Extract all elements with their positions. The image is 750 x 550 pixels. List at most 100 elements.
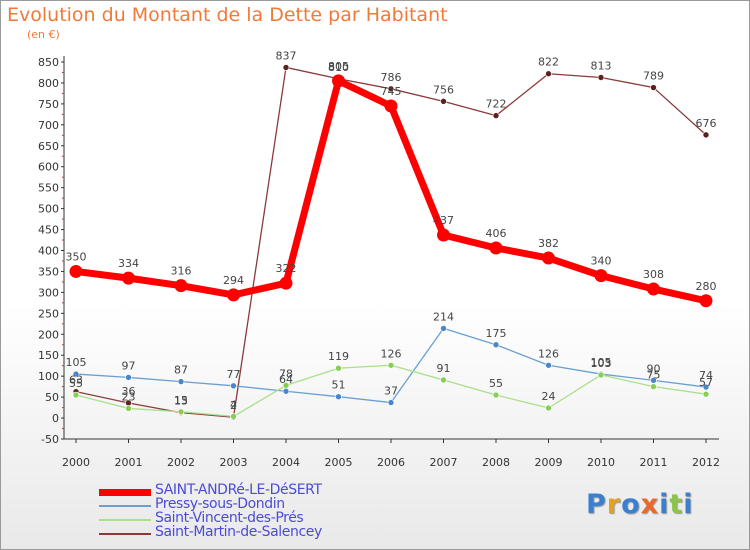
data-label: 813 [591,59,612,72]
legend-swatch [99,488,151,496]
data-label: 316 [171,265,192,278]
y-tick-label: 350 [38,265,59,278]
data-point [699,294,713,308]
proxiti-logo: Proxiti [586,489,694,520]
y-tick-label: 550 [38,182,59,195]
data-label: 437 [433,214,454,227]
data-point [69,264,83,278]
data-point [177,408,185,416]
data-point [122,271,135,285]
data-label: 722 [486,98,507,111]
data-label: 55 [489,377,503,390]
data-point [282,64,290,71]
chart-title: Evolution du Montant de la Dette par Hab… [7,4,448,26]
data-label: 789 [643,70,664,83]
data-point [492,391,500,399]
data-label: 74 [699,369,713,382]
data-point [545,361,552,369]
y-tick-label: 50 [45,391,59,404]
data-label: 97 [122,359,136,372]
x-tick-label: 2011 [640,456,668,469]
logo-letter: x [640,489,660,520]
data-point [647,282,660,296]
data-label: 334 [118,257,139,270]
data-point [542,251,555,265]
data-point [282,387,290,395]
y-tick-label: 750 [38,98,59,111]
data-label: 350 [66,250,87,263]
data-point [282,382,290,389]
data-label: 745 [381,85,402,98]
x-tick-label: 2007 [430,456,458,469]
data-label: 64 [279,373,293,386]
data-point [440,376,447,384]
data-point [702,131,710,139]
data-point [387,361,395,369]
data-point [230,382,237,390]
data-point [177,378,185,385]
legend-label: Saint-Martin-de-Salencey [155,524,322,540]
x-tick-label: 2004 [272,456,300,469]
data-label: 13 [174,395,188,408]
legend-label: Saint-Vincent-des-Prés [155,510,304,526]
y-tick-label: 850 [38,56,59,69]
logo-letter: t [669,489,684,520]
data-point [387,399,395,406]
data-label: 756 [433,83,454,96]
x-tick-label: 2008 [482,456,510,469]
data-label: 105 [66,356,87,369]
data-label: 294 [223,274,244,287]
data-point [174,279,188,293]
data-point [387,85,395,93]
y-tick-label: 100 [38,370,59,383]
data-label: 786 [381,71,402,84]
legend-label: Pressy-sous-Dondin [155,496,285,512]
data-label: 90 [647,362,661,375]
data-point [650,84,657,91]
legend-swatch [99,519,151,521]
data-label: 63 [69,374,83,387]
y-tick-label: 200 [38,328,59,341]
data-label: 75 [647,369,661,382]
data-label: 57 [699,376,713,389]
data-point [227,288,240,302]
data-label: 214 [433,310,454,323]
x-tick-label: 2003 [220,456,248,469]
data-label: 91 [437,362,451,375]
y-tick-label: 150 [38,349,59,362]
data-label: 805 [328,60,349,73]
data-label: 676 [696,117,717,130]
data-label: 23 [122,390,136,403]
y-tick-label: 700 [38,119,59,132]
data-label: 126 [538,347,559,360]
data-point [440,325,447,332]
x-tick-label: 2000 [62,456,90,469]
data-point [489,241,503,255]
data-label: 126 [381,347,402,360]
data-point [650,383,657,390]
data-label: 2 [230,399,237,412]
data-point [279,276,293,290]
x-tick-label: 2012 [692,456,720,469]
data-label: 36 [122,385,136,398]
x-tick-label: 2005 [325,456,353,469]
data-point [492,341,500,349]
data-label: 78 [279,367,293,380]
y-tick-label: 250 [38,307,59,320]
series-lines [69,64,713,421]
data-point [545,404,552,412]
data-point [594,269,608,283]
data-label: 280 [696,280,717,293]
data-label: 24 [542,390,556,403]
logo-letter: i [659,489,670,520]
legend-swatch [99,505,151,507]
data-point [702,390,710,398]
data-label: 15 [174,394,188,407]
legend-label: SAINT-ANDRé-LE-DéSERT [155,482,322,498]
logo-letter: o [621,489,641,520]
data-label: 175 [486,327,507,340]
logo-letter: P [586,489,607,520]
x-tick-label: 2001 [115,456,143,469]
data-point [597,74,605,81]
